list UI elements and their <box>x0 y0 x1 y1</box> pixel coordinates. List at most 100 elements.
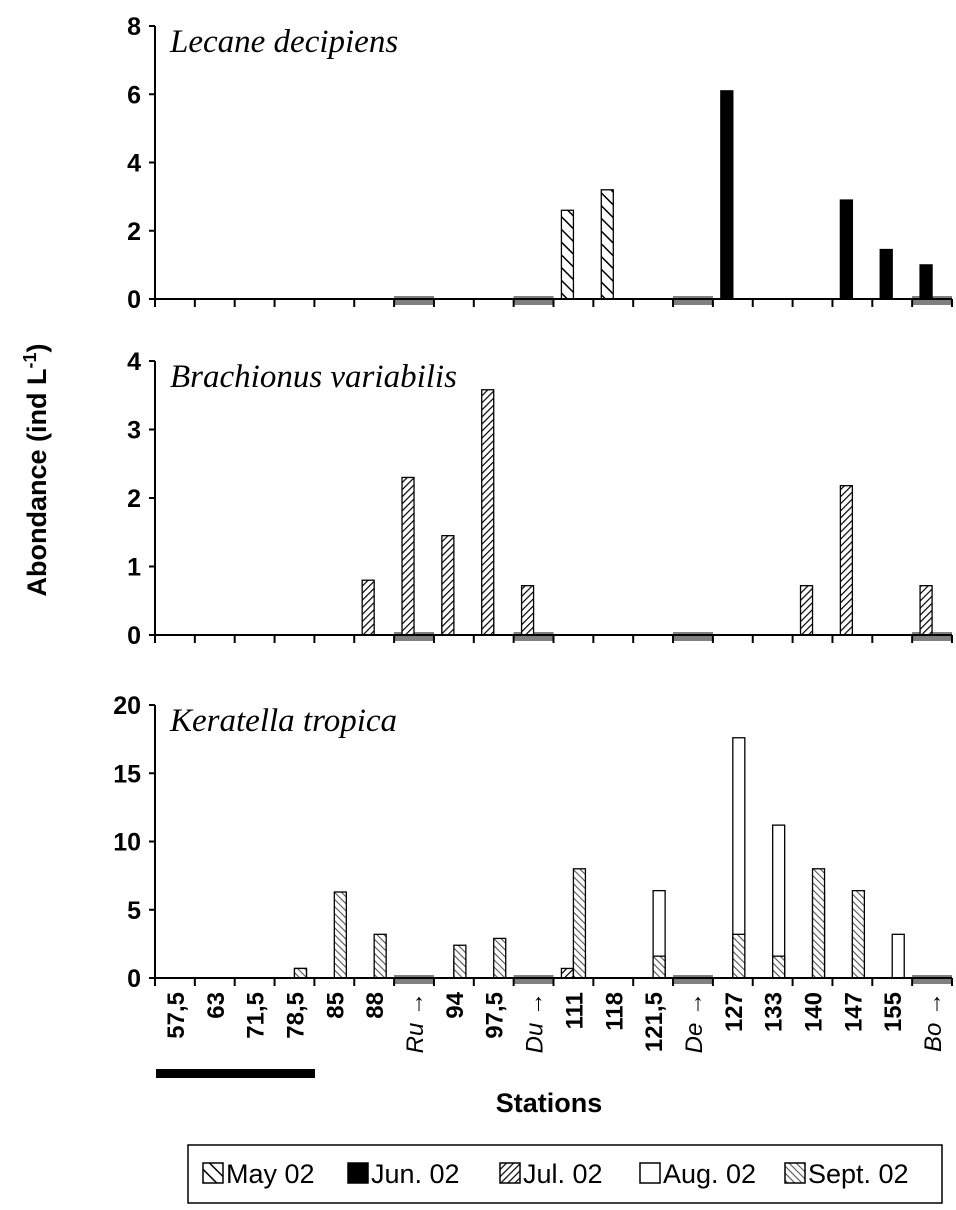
bar-jul-02-94 <box>441 535 455 636</box>
tributary-marker-bo <box>912 296 953 305</box>
legend: May 02 Jun. 02 Jul. 02 Aug. 02 Sept. 02 <box>187 1144 943 1204</box>
y-tick-label: 6 <box>127 81 141 109</box>
tributary-marker-ru <box>394 296 435 305</box>
y-tick-label: 10 <box>113 829 141 857</box>
tributary-marker-de <box>672 975 713 984</box>
tributary-marker-ru <box>394 975 435 984</box>
bar-jun-02-147 <box>839 199 854 300</box>
legend-label: Jul. 02 <box>523 1159 603 1189</box>
bar-sept-02-111 <box>572 868 587 979</box>
bar-jul-02-111 <box>560 967 575 979</box>
tributary-marker-du <box>513 975 554 984</box>
y-tick-label: 4 <box>127 150 141 178</box>
panel-title: Brachionus variabilis <box>170 359 457 395</box>
x-tick-label-71-5: 71,5 <box>243 992 270 1039</box>
bar-sept-02-88 <box>373 933 387 979</box>
bar-jul-02-147 <box>839 485 854 636</box>
x-tick-label-127: 127 <box>721 992 748 1032</box>
legend-swatch <box>202 1162 224 1184</box>
y-tick-label: 4 <box>127 348 141 376</box>
legend-swatch <box>639 1162 661 1184</box>
bar-may-02-111 <box>560 209 575 300</box>
x-tick-label-57-5: 57,5 <box>163 992 190 1039</box>
legend-label: May 02 <box>226 1159 315 1189</box>
tributary-marker-ru <box>394 632 435 641</box>
bar-sept-02-133 <box>772 955 786 979</box>
panel-title: Keratella tropica <box>169 703 397 739</box>
panel-brachionus-variabilis: 0 1 2 3 4 Brachionus variabilis <box>127 348 953 650</box>
y-tick-label: 1 <box>127 554 141 582</box>
x-tick-label-78-5: 78,5 <box>282 992 309 1039</box>
panel-title: Lecane decipiens <box>169 24 398 60</box>
x-axis-title: Stations <box>496 1088 603 1118</box>
x-tick-label-121-5: 121,5 <box>641 992 668 1052</box>
y-tick-label: 0 <box>127 286 141 314</box>
bar-jun-02-bo <box>919 264 933 300</box>
bar-aug-02-155 <box>891 933 905 979</box>
bar-sept-02-94 <box>453 944 467 979</box>
panel-keratella-tropica: 0 5 10 15 20 Keratella tropica <box>113 692 953 993</box>
bar-sept-02-78-5 <box>293 967 308 979</box>
legend-label: Jun. 02 <box>371 1159 460 1189</box>
x-tick-label-118: 118 <box>601 992 628 1031</box>
y-tick-label: 0 <box>127 965 141 993</box>
legend-box <box>187 1144 943 1204</box>
y-tick-label: 15 <box>113 760 141 788</box>
bar-sept-02-127 <box>732 933 746 979</box>
bar-sept-02-85 <box>333 891 347 979</box>
x-tick-label-111: 111 <box>561 992 588 1029</box>
y-axis-title: Abondance (ind L-1) <box>20 344 52 597</box>
bar-sept-02-121-5 <box>652 955 666 979</box>
x-tick-label-155: 155 <box>880 992 907 1032</box>
legend-swatch <box>347 1162 369 1184</box>
x-tick-label-140: 140 <box>801 992 828 1032</box>
x-tick-label-85: 85 <box>322 992 349 1019</box>
bar-jul-02-du <box>520 585 535 636</box>
bar-jun-02-155 <box>879 248 893 300</box>
x-tick-label-97-5: 97,5 <box>482 992 509 1039</box>
bar-jul-02-140 <box>799 585 814 636</box>
x-tick-label-133: 133 <box>761 992 788 1032</box>
tributary-marker-bo <box>912 975 953 984</box>
bar-sept-02-147 <box>851 889 866 979</box>
y-tick-label: 20 <box>113 692 141 720</box>
bar-jul-02-ru <box>401 476 415 636</box>
bar-sept-02-140 <box>811 868 826 979</box>
legend-swatch <box>784 1162 806 1184</box>
x-tick-labels: 57,5 63 71,5 78,5 85 88 Ru → 94 97,5 Du → 111 118 12… <box>163 991 947 1053</box>
y-tick-label: 2 <box>127 218 141 246</box>
bar-aug-02-133 <box>772 824 786 979</box>
bar-sept-02-97-5 <box>493 937 507 979</box>
legend-item-may-02: May 02 <box>202 1159 315 1189</box>
y-tick-label: 3 <box>127 417 141 445</box>
x-tick-label-63: 63 <box>203 992 230 1019</box>
y-tick-label: 8 <box>127 13 141 41</box>
tributary-marker-du <box>513 632 554 641</box>
panel-lecane-decipiens: 0 2 4 6 8 Lecane decipiens <box>127 13 953 314</box>
legend-swatch <box>499 1162 521 1184</box>
x-tick-label-ru: Ru → <box>402 992 429 1053</box>
tributary-marker-de <box>672 632 713 641</box>
x-tick-label-bo: Bo → <box>920 992 947 1052</box>
legend-item-aug-02: Aug. 02 <box>639 1159 756 1189</box>
y-tick-label: 2 <box>127 485 141 513</box>
tributary-marker-de <box>672 296 713 305</box>
y-tick-label: 0 <box>127 622 141 650</box>
x-tick-label-du: Du → <box>522 992 549 1053</box>
legend-item-sept-02: Sept. 02 <box>784 1159 909 1189</box>
legend-items: May 02 Jun. 02 Jul. 02 Aug. 02 Sept. 02 <box>202 1159 909 1189</box>
x-tick-label-88: 88 <box>362 992 389 1019</box>
y-tick-label: 5 <box>127 897 141 925</box>
legend-item-jun-02: Jun. 02 <box>347 1159 460 1189</box>
bar-may-02-118 <box>600 189 614 300</box>
x-tick-label-147: 147 <box>840 992 867 1032</box>
bar-jul-02-bo <box>919 585 933 636</box>
x-tick-label-94: 94 <box>442 991 469 1018</box>
legend-item-jul-02: Jul. 02 <box>499 1159 603 1189</box>
legend-label: Aug. 02 <box>663 1159 756 1189</box>
bar-jun-02-127 <box>720 90 734 300</box>
tributary-marker-du <box>513 296 554 305</box>
bar-jul-02-97-5 <box>481 389 495 636</box>
panels-group: 0 2 4 6 8 Lecane decipiens 0 1 2 3 4 Brachionus var… <box>113 13 953 993</box>
